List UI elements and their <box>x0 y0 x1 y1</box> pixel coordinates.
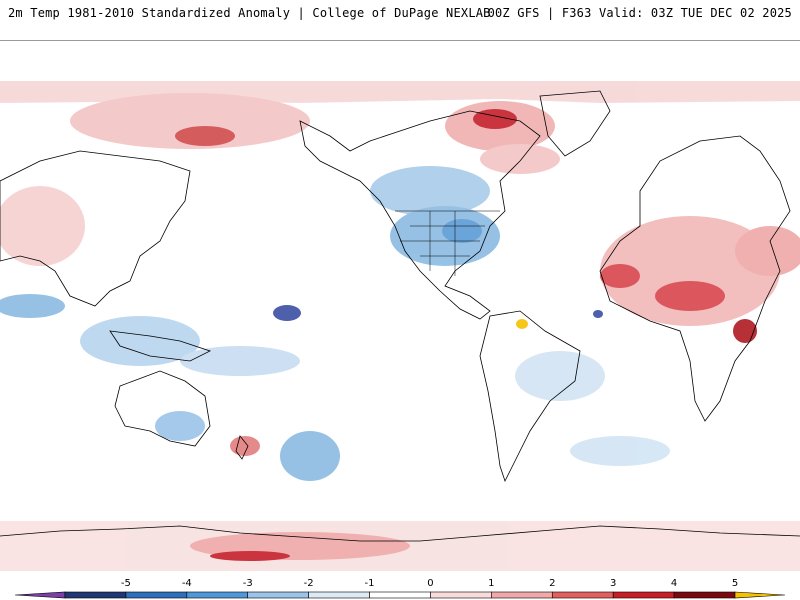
hudson-warm-area <box>480 144 560 174</box>
map-panel <box>0 40 800 571</box>
indonesia-outline <box>109 330 212 362</box>
colorbar-tick-label: 3 <box>610 578 616 589</box>
sahel-hot-core <box>655 281 725 311</box>
colorbar-segment <box>673 591 736 599</box>
west-pacific-cold-area <box>180 346 300 376</box>
world-map <box>0 81 800 571</box>
colorbar-tick-label: -4 <box>182 578 192 589</box>
siberia-hot-core <box>175 126 235 146</box>
colorbar-segment <box>551 591 614 599</box>
maritime-cold-area <box>80 316 200 366</box>
india-cold-area <box>0 294 65 318</box>
colorbar-tick-label: -3 <box>243 578 253 589</box>
colorbar-min-triangle <box>14 591 66 599</box>
pacific-cold-core <box>273 305 301 321</box>
colorbar-tick-label: 4 <box>671 578 677 589</box>
asia-outline <box>0 150 191 307</box>
colorbar-tick-label: 0 <box>427 578 433 589</box>
colorbar-segment <box>64 591 127 599</box>
colorbar-graphic: -5 -4 -3 -2 -1 0 1 2 3 4 5 <box>14 578 786 599</box>
colorbar-segment <box>247 591 309 599</box>
south-atlantic-cold-area <box>570 436 670 466</box>
south-pacific-cold-area <box>280 431 340 481</box>
greenland-outline <box>539 90 611 157</box>
west-africa-hot-core <box>600 264 640 288</box>
legend-colorbar: -5 -4 -3 -2 -1 0 1 2 3 4 5 <box>0 571 800 600</box>
africa-warm-area <box>600 216 780 326</box>
colorbar-segment <box>186 591 249 599</box>
australia-outline <box>114 370 211 447</box>
antarctica-outline <box>0 525 800 542</box>
siberia-warm-area <box>70 93 310 149</box>
europe-africa-outline <box>599 135 791 422</box>
colorbar-segment <box>308 591 370 599</box>
colorbar-segment <box>430 591 492 599</box>
atlantic-cold-core <box>593 310 603 318</box>
colorbar-segment <box>612 591 675 599</box>
colorbar-segment <box>369 591 431 599</box>
north-america-outline <box>299 110 541 320</box>
product-title: 2m Temp 1981-2010 Standardized Anomaly |… <box>8 6 491 20</box>
antarctic-hot-core <box>210 551 290 561</box>
run-info: 00Z GFS | F363 Valid: 03Z TUE DEC 02 202… <box>487 6 792 20</box>
venezuela-hot-core <box>516 319 528 329</box>
australia-cold-area <box>155 411 205 441</box>
west-asia-warm-area <box>0 186 85 266</box>
coastlines <box>0 90 800 542</box>
colorbar-tick-label: -1 <box>365 578 375 589</box>
colorbar-max-triangle <box>734 591 786 599</box>
colorbar-tick-label: -5 <box>121 578 131 589</box>
colorbar-tick-label: 5 <box>732 578 738 589</box>
canada-cold-area <box>370 166 490 216</box>
colorbar-tick-label: 1 <box>488 578 494 589</box>
colorbar-segment <box>125 591 188 599</box>
colorbar-tick-label: -2 <box>304 578 314 589</box>
header: 2m Temp 1981-2010 Standardized Anomaly |… <box>0 0 800 40</box>
colorbar-tick-label: 2 <box>549 578 555 589</box>
anomaly-shading <box>0 81 800 571</box>
arabia-warm-area <box>735 226 800 276</box>
south-america-cold-area <box>515 351 605 401</box>
us-borders <box>395 210 500 276</box>
new-zealand-warm-area <box>230 436 260 456</box>
east-africa-hot-core <box>733 319 757 343</box>
south-america-outline <box>479 310 581 483</box>
colorbar-segment <box>491 591 553 599</box>
new-zealand-outline <box>235 435 249 460</box>
great-lakes-cold-core <box>442 219 482 243</box>
